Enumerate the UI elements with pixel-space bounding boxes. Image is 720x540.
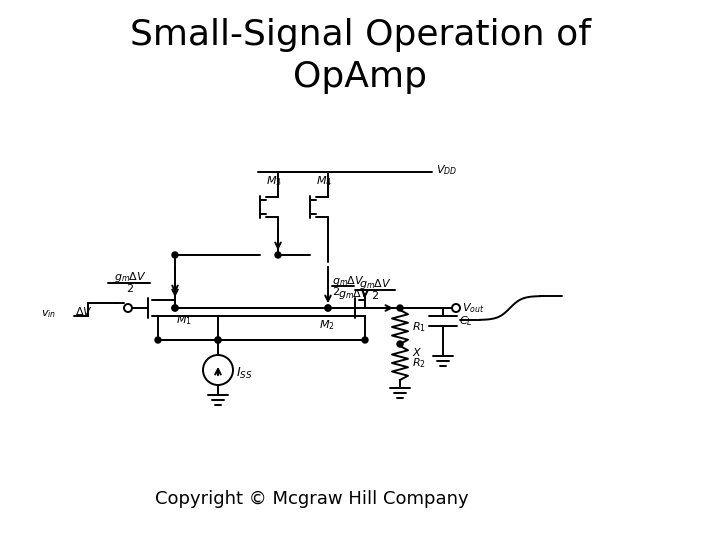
Text: OpAmp: OpAmp — [293, 60, 427, 94]
Text: $g_m\Delta V$: $g_m\Delta V$ — [332, 274, 365, 288]
Circle shape — [215, 337, 221, 343]
Text: $2$: $2$ — [332, 285, 340, 297]
Text: Small-Signal Operation of: Small-Signal Operation of — [130, 18, 590, 52]
Circle shape — [172, 305, 178, 311]
Text: $g_m\Delta V$: $g_m\Delta V$ — [114, 271, 146, 285]
Circle shape — [215, 337, 221, 343]
Text: $M_1$: $M_1$ — [176, 313, 192, 327]
Text: $2$: $2$ — [126, 282, 134, 294]
Text: $V_{DD}$: $V_{DD}$ — [436, 163, 457, 177]
Text: Copyright © Mcgraw Hill Company: Copyright © Mcgraw Hill Company — [155, 490, 469, 508]
Text: $M_4$: $M_4$ — [316, 174, 332, 188]
Circle shape — [397, 305, 403, 311]
Text: $M_3$: $M_3$ — [266, 174, 282, 188]
Text: $X$: $X$ — [412, 346, 423, 358]
Text: $v_{in}$: $v_{in}$ — [41, 308, 56, 320]
Circle shape — [172, 252, 178, 258]
Circle shape — [275, 252, 281, 258]
Text: $\Delta V$: $\Delta V$ — [75, 305, 93, 317]
Text: $R_1$: $R_1$ — [412, 320, 426, 334]
Circle shape — [362, 337, 368, 343]
Text: $C_L$: $C_L$ — [459, 314, 472, 328]
Text: $R_2$: $R_2$ — [412, 356, 426, 370]
Text: $I_{SS}$: $I_{SS}$ — [236, 366, 253, 381]
Text: $M_2$: $M_2$ — [319, 318, 335, 332]
Circle shape — [325, 305, 331, 311]
Text: $g_m\Delta V$: $g_m\Delta V$ — [359, 277, 392, 291]
Text: $2$: $2$ — [371, 289, 379, 301]
Circle shape — [397, 341, 403, 347]
Circle shape — [325, 305, 331, 311]
Circle shape — [172, 305, 178, 311]
Text: $V_{out}$: $V_{out}$ — [462, 301, 485, 315]
Text: $g_m\Delta V$: $g_m\Delta V$ — [338, 287, 370, 301]
Circle shape — [155, 337, 161, 343]
